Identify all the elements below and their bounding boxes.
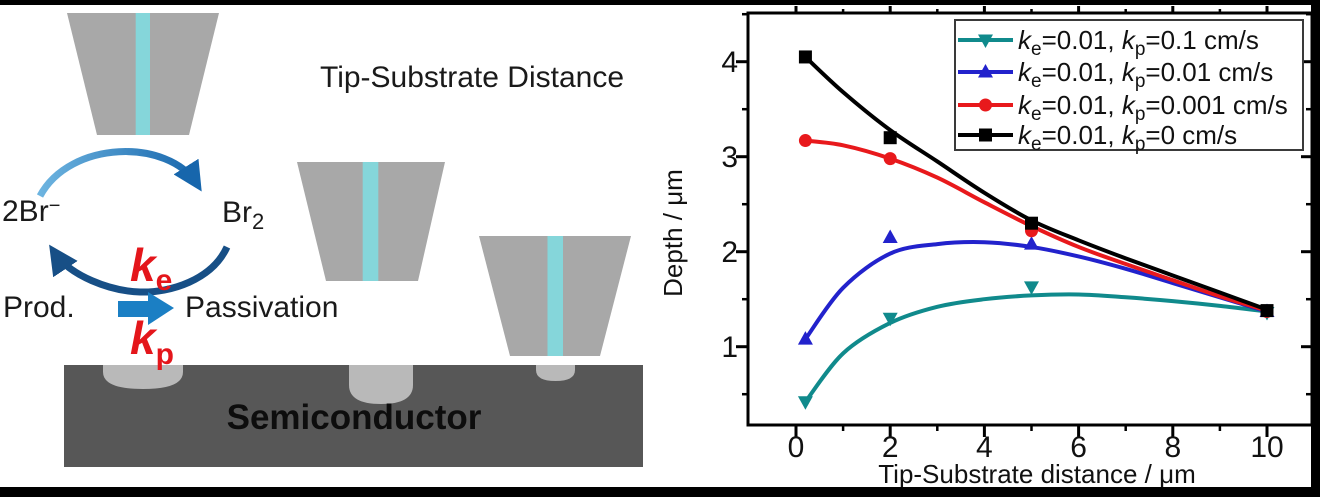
electrode-tip-near — [479, 236, 631, 356]
x-tick-label: 0 — [788, 431, 805, 464]
series-curve — [803, 292, 1268, 404]
data-point-marker — [882, 229, 898, 243]
tip-capillary-stripe — [362, 162, 379, 281]
frame-right-bar — [1311, 0, 1320, 497]
electrode-tip-far — [67, 13, 219, 135]
rate-constant-ke-label: ke — [130, 239, 172, 297]
legend-entry-kp-0.1: ke=0.01, kp=0.1 cm/s — [1018, 25, 1259, 60]
x-axis-label: Tip-Substrate distance / μm — [878, 459, 1195, 489]
tip-substrate-distance-title: Tip-Substrate Distance — [320, 61, 624, 94]
series-3 — [798, 50, 1274, 318]
product-label: Prod. — [3, 291, 75, 324]
legend-swatch-marker — [978, 34, 993, 48]
legend-entry-kp-0.001: ke=0.01, kp=0.001 cm/s — [1018, 90, 1288, 125]
etch-pit-wide — [103, 365, 183, 389]
data-series-layer — [797, 50, 1275, 410]
data-point-marker — [883, 152, 897, 166]
data-point-marker — [1024, 281, 1039, 295]
legend: ke=0.01, kp=0.1 cm/s ke=0.01, kp=0.01 cm… — [954, 19, 1304, 155]
legend-swatches — [958, 34, 1013, 142]
electrode-tip-middle — [297, 162, 445, 281]
y-tick-label: 1 — [721, 331, 738, 364]
etch-pit-shallow — [536, 365, 575, 381]
frame-top-bar — [0, 0, 1320, 5]
y-tick-label: 3 — [721, 141, 738, 174]
tip-capillary-stripe — [135, 13, 150, 135]
y-tick-label: 2 — [721, 236, 738, 269]
legend-entry-kp-0: ke=0.01, kp=0 cm/s — [1018, 120, 1237, 155]
data-point-marker — [797, 396, 813, 410]
passivation-right-arrow — [118, 292, 174, 325]
legend-entry-kp-0.01: ke=0.01, kp=0.01 cm/s — [1018, 57, 1273, 92]
x-tick-label: 10 — [1250, 431, 1283, 464]
data-point-marker — [1260, 304, 1274, 318]
species-2br-label: 2Br− — [2, 195, 60, 228]
legend-swatch-marker — [979, 98, 992, 112]
data-point-marker — [798, 134, 812, 148]
data-point-marker — [1024, 236, 1039, 250]
frame-bottom-bar — [0, 487, 1320, 497]
series-1 — [797, 229, 1275, 345]
x-tick-label: 8 — [1164, 431, 1181, 464]
data-point-marker — [1025, 216, 1038, 230]
x-tick-label: 2 — [882, 431, 899, 464]
data-point-marker — [798, 50, 812, 64]
cycle-arc-bottom-arrow — [49, 244, 231, 296]
data-point-marker — [797, 331, 813, 345]
axis-ticks — [736, 6, 1312, 437]
rate-constant-kp-label: kp — [130, 312, 174, 371]
y-axis-label: Depth / μm — [660, 169, 688, 297]
data-point-marker — [882, 312, 898, 327]
passivation-label: Passivation — [185, 291, 338, 324]
series-0 — [797, 281, 1275, 410]
data-point-marker — [883, 131, 897, 145]
tip-capillary-stripe — [547, 236, 563, 356]
x-tick-label: 4 — [976, 431, 993, 464]
legend-swatch-marker — [978, 64, 993, 78]
legend-swatch-marker — [979, 128, 992, 142]
cycle-arc-top-arrow — [36, 148, 202, 198]
etch-pit-deep — [349, 365, 413, 404]
species-br2-label: Br2 — [222, 196, 264, 234]
mechanism-diagram: Tip-Substrate Distance 2Br− Br2 ke Prod.… — [2, 13, 643, 467]
y-tick-label: 4 — [721, 46, 738, 79]
semiconductor-label: Semiconductor — [227, 398, 482, 437]
x-tick-label: 6 — [1070, 431, 1087, 464]
